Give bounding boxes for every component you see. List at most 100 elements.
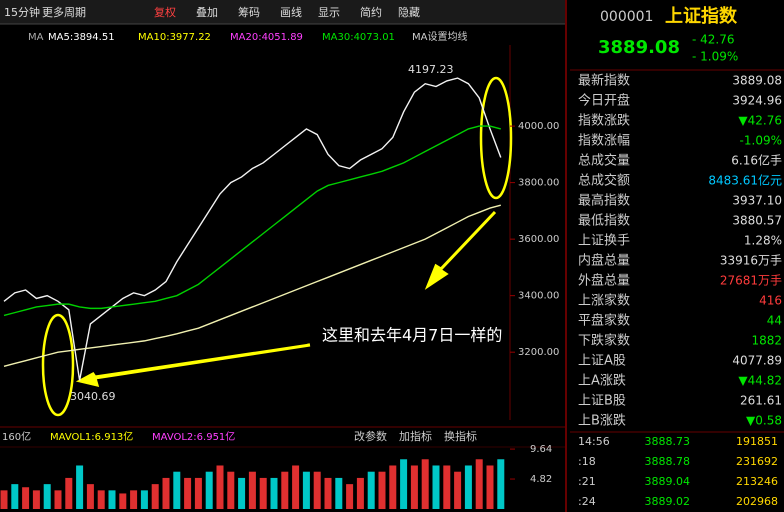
volume-bar <box>486 465 494 509</box>
volume-bar <box>346 484 354 509</box>
stat-value: 4077.89 <box>732 354 782 368</box>
toolbar-button[interactable]: 叠加 <box>196 6 218 19</box>
change: - 42.76 <box>692 33 735 47</box>
volume-bar <box>0 490 8 509</box>
arrow <box>424 210 497 290</box>
stat-label: 平盘家数 <box>578 313 630 329</box>
stat-value: 261.61 <box>740 394 782 408</box>
volume-bar <box>259 477 267 509</box>
index-name: 上证指数 <box>665 5 738 27</box>
stat-label: 最高指数 <box>578 193 630 209</box>
volume-bar <box>65 477 73 509</box>
ma-legend: MA <box>28 32 44 43</box>
volume-bar <box>162 477 170 509</box>
stat-label: 指数涨幅 <box>578 134 630 149</box>
toolbar-button[interactable]: 画线 <box>280 5 302 19</box>
stat-value: 3880.57 <box>732 214 782 228</box>
trade-time: :21 <box>578 475 596 488</box>
ma-legend: MA20:4051.89 <box>230 32 303 43</box>
volume-bar <box>464 465 472 509</box>
volume-bar <box>238 477 246 509</box>
trade-volume: 202968 <box>736 495 778 508</box>
y-tick-label: 3600.00 <box>518 234 559 245</box>
ma-legend: MA30:4073.01 <box>322 32 395 43</box>
volume-bar <box>227 471 235 509</box>
stat-label: 上证B股 <box>578 394 626 409</box>
volume-bar <box>389 465 397 509</box>
stat-value: ▼42.76 <box>738 114 782 128</box>
toolbar-button[interactable]: 更多周期 <box>42 5 86 19</box>
volume-bar <box>400 459 408 509</box>
trade-time: :18 <box>578 455 596 468</box>
toolbar-button[interactable]: 筹码 <box>238 5 260 19</box>
stat-label: 最新指数 <box>578 73 630 89</box>
volume-bar <box>86 484 94 509</box>
high-label: 4197.23 <box>408 63 454 76</box>
toolbar-button[interactable]: 显示 <box>318 6 340 19</box>
stat-value: -1.09% <box>740 134 782 148</box>
volume-bar <box>22 487 30 509</box>
volume-bar <box>205 471 213 509</box>
stat-value: 33916万手 <box>720 254 782 268</box>
trade-time: 14:56 <box>578 435 610 448</box>
toolbar-button[interactable]: 隐藏 <box>398 6 420 19</box>
toolbar-bg <box>0 0 565 24</box>
ma-legend: MA5:3894.51 <box>48 32 115 43</box>
annotation: 这里和去年4月7日一样的 <box>322 326 502 345</box>
y-tick-label: 3800.00 <box>518 178 559 189</box>
stat-label: 今日开盘 <box>578 93 630 109</box>
price: 3889.08 <box>598 37 680 58</box>
volume-bar <box>421 459 429 509</box>
volume-bar <box>216 465 224 509</box>
volume-bar <box>194 477 202 509</box>
highlight <box>41 313 75 417</box>
toolbar-button[interactable]: 15分钟 <box>4 5 40 19</box>
volume-bar <box>119 493 127 509</box>
stat-value: 3937.10 <box>732 194 782 208</box>
volume-bar <box>151 484 159 509</box>
stat-label: 上证A股 <box>578 354 626 369</box>
volume-legend: 160亿 <box>2 430 31 443</box>
stat-label: 上证换手 <box>578 234 630 249</box>
indicator-button[interactable]: 改参数 <box>354 429 387 443</box>
volume-bar <box>97 490 105 509</box>
trade-price: 3889.02 <box>645 495 691 508</box>
volume-bar <box>140 490 148 509</box>
volume-bar <box>184 477 192 509</box>
stat-label: 上A涨跌 <box>578 373 626 389</box>
volume-bar <box>302 471 310 509</box>
volume-bar <box>378 471 386 509</box>
indicator-button[interactable]: 加指标 <box>399 429 432 443</box>
toolbar-button[interactable]: 简约 <box>360 5 382 19</box>
toolbar-button[interactable]: 复权 <box>154 5 176 19</box>
volume-bar <box>367 471 375 509</box>
volume-bar <box>292 465 300 509</box>
stat-value: 1.28% <box>744 234 782 248</box>
code: 000001 <box>600 9 653 25</box>
volume-bar <box>76 465 84 509</box>
highlight <box>479 76 513 200</box>
arrow <box>75 343 311 388</box>
volume-bar <box>454 471 462 509</box>
volume-bar <box>54 490 62 509</box>
trade-volume: 231692 <box>736 455 778 468</box>
stat-label: 指数涨跌 <box>578 113 630 129</box>
ma-legend: MA10:3977.22 <box>138 32 211 43</box>
stat-label: 上涨家数 <box>578 293 630 309</box>
indicator-button[interactable]: 换指标 <box>444 429 477 443</box>
volume-legend: MAVOL1:6.913亿 <box>50 430 133 443</box>
stat-value: ▼44.82 <box>738 374 782 388</box>
stat-value: 416 <box>759 294 782 308</box>
stat-label: 下跌家数 <box>578 333 630 349</box>
stat-value: 8483.61亿元 <box>708 173 782 188</box>
stat-value: 1882 <box>751 334 782 348</box>
trade-price: 3889.04 <box>645 475 691 488</box>
volume-bar <box>313 471 321 509</box>
stat-label: 最低指数 <box>578 214 630 229</box>
volume-legend: MAVOL2:6.951亿 <box>152 430 235 443</box>
stat-value: ▼0.58 <box>746 414 782 428</box>
volume-bar <box>173 471 181 509</box>
volume-bar <box>43 484 51 509</box>
volume-bar <box>324 477 332 509</box>
